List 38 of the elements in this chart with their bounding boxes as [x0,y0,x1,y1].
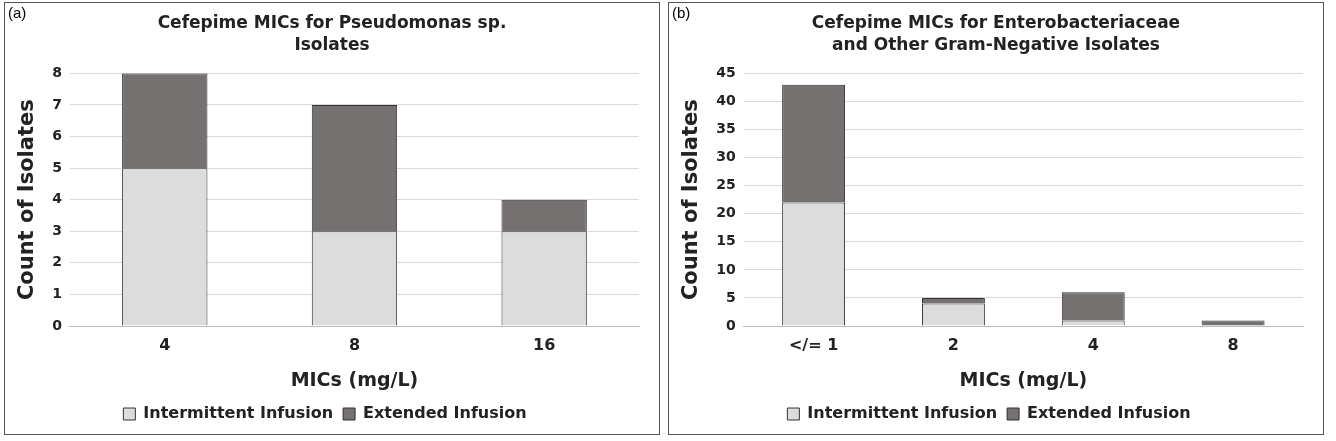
x-tick-label: 4 [1087,334,1099,354]
x-axis-title: MICs (mg/L) [290,367,419,390]
y-tick-label: 10 [716,260,736,277]
y-tick-label: 15 [716,232,736,249]
y-tick-label: 4 [52,190,63,207]
y-tick-label: 25 [716,176,736,193]
y-tick-label: 0 [725,316,736,333]
y-tick-label: 2 [52,253,62,270]
y-tick-label: 20 [716,204,736,221]
x-tick-label: 8 [348,334,361,354]
y-tick-label: 40 [716,92,736,109]
y-axis-title: Count of Isolates [14,99,39,301]
text: (b) [672,4,691,21]
y-tick-label: 35 [716,120,736,137]
y-tick-label: 7 [52,95,62,112]
y-tick-label: 6 [52,127,62,144]
legend-label: Extended Infusion [1027,403,1191,423]
y-tick-label: 1 [52,285,62,302]
chart-title: Cefepime MICs for Enterobacteriaceae and Other Gram-Negative Isolates [810,11,1182,55]
y-tick-label: 30 [716,148,736,165]
x-tick-label: 4 [159,334,171,354]
legend-label: Intermittent Infusion [807,403,998,423]
y-tick-label: 8 [52,64,62,81]
y-tick-label: 3 [52,221,62,238]
y-tick-label: 5 [725,288,736,305]
y-tick-label: 0 [52,316,63,333]
y-tick-label: 5 [52,158,62,175]
legend-label: Intermittent Infusion [143,403,334,423]
chart-title: Cefepime MICs for Pseudomonas sp. Isolates [156,11,508,55]
legend-label: Extended Infusion [363,403,527,423]
x-tick-label: </= 1 [788,334,839,354]
y-tick-label: 45 [716,64,736,81]
x-axis-title: MICs (mg/L) [959,367,1088,390]
y-axis-title: Count of Isolates [678,99,703,301]
x-tick-label: 16 [533,334,556,354]
x-tick-label: 2 [947,334,959,354]
x-tick-label: 8 [1227,334,1239,354]
text: (a) [8,4,27,21]
